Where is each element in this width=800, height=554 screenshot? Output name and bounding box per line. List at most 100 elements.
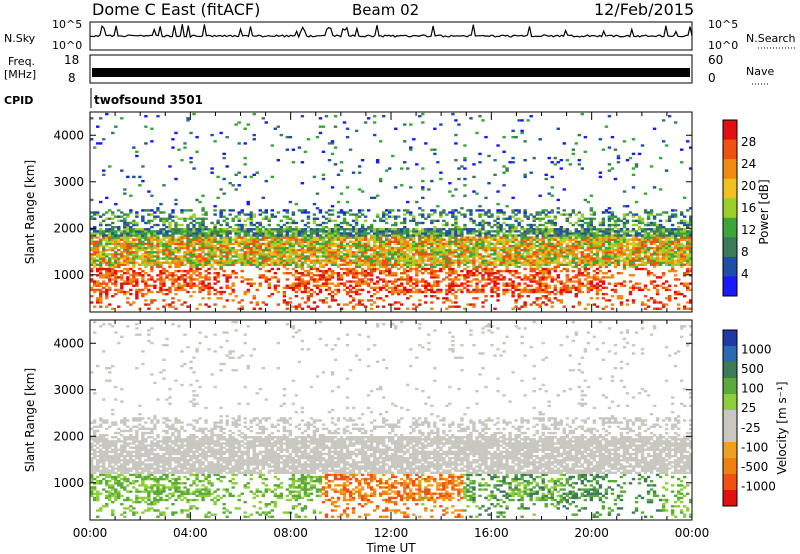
- power-cell: [478, 228, 482, 231]
- power-cell: [267, 246, 271, 250]
- power-cell: [499, 269, 503, 273]
- power-cell: [475, 297, 479, 300]
- power-cell: [451, 215, 455, 218]
- power-cell: [279, 244, 284, 248]
- power-cell: [321, 301, 326, 304]
- power-cell: [463, 236, 467, 239]
- power-cell: [345, 303, 350, 306]
- power-cell: [384, 265, 389, 269]
- power-cell: [387, 263, 392, 267]
- power-cell: [285, 303, 290, 306]
- power-cell: [270, 236, 275, 239]
- power-cell: [174, 274, 178, 277]
- power-cell: [433, 225, 437, 229]
- power-cell: [604, 230, 609, 233]
- power-cell: [144, 251, 148, 254]
- power-cell: [225, 236, 229, 239]
- power-cell: [592, 234, 597, 237]
- power-cell: [108, 278, 112, 281]
- power-cell: [369, 225, 374, 229]
- power-cell: [577, 282, 582, 285]
- power-cell: [183, 217, 187, 220]
- power-cell: [517, 288, 521, 292]
- power-cell: [541, 276, 545, 279]
- power-cell: [526, 217, 530, 220]
- power-cell: [273, 251, 278, 254]
- power-cell: [135, 274, 139, 277]
- power-cell: [553, 267, 557, 271]
- power-cell: [406, 261, 410, 264]
- power-cell: [306, 259, 311, 262]
- power-cell: [442, 228, 446, 231]
- power-cell: [375, 259, 380, 262]
- power-cell: [315, 255, 320, 258]
- power-cell: [177, 288, 181, 292]
- power-cell: [363, 219, 368, 223]
- power-cell: [189, 238, 193, 241]
- power-cell: [237, 307, 241, 310]
- power-cell: [285, 263, 290, 267]
- power-cell: [421, 209, 425, 212]
- power-cell: [339, 251, 344, 254]
- power-cell: [544, 244, 548, 248]
- power-cell: [505, 167, 509, 170]
- power-cell: [421, 244, 425, 248]
- power-cell: [291, 219, 296, 223]
- power-cell: [418, 232, 422, 235]
- power-cell: [324, 253, 329, 256]
- power-cell: [502, 251, 506, 254]
- power-cell: [264, 246, 268, 250]
- power-cell: [279, 242, 284, 246]
- power-cell: [394, 257, 398, 260]
- power-cell: [481, 213, 485, 216]
- power-cell: [511, 286, 515, 290]
- power-cell: [285, 242, 290, 246]
- power-cell: [315, 217, 320, 220]
- power-cell: [297, 303, 302, 306]
- power-cell: [96, 299, 100, 302]
- power-cell: [499, 236, 503, 239]
- power-cell: [138, 274, 142, 277]
- power-cell: [565, 269, 569, 273]
- power-cell: [252, 138, 256, 141]
- power-cell: [144, 284, 148, 287]
- power-cell: [207, 251, 211, 254]
- power-cell: [153, 259, 157, 262]
- power-cell: [99, 267, 103, 271]
- power-cell: [484, 248, 488, 252]
- power-cell: [297, 228, 302, 231]
- power-cell: [378, 177, 383, 181]
- power-cell: [207, 234, 211, 237]
- power-cell: [436, 253, 440, 256]
- power-cell: [252, 255, 256, 258]
- power-cell: [403, 228, 407, 231]
- power-cell: [204, 240, 208, 243]
- power-cell: [129, 234, 133, 237]
- power-cell: [601, 148, 606, 151]
- power-cell: [150, 242, 154, 246]
- power-cell: [418, 115, 422, 118]
- power-cell: [348, 230, 353, 233]
- power-cell: [553, 230, 557, 233]
- power-cell: [424, 248, 428, 252]
- power-cell: [496, 253, 500, 256]
- power-cell: [300, 297, 305, 300]
- power-cell: [442, 246, 446, 250]
- power-cell: [595, 290, 600, 294]
- power-cell: [147, 228, 151, 231]
- power-cell: [541, 236, 545, 239]
- power-cell: [469, 246, 473, 250]
- power-cell: [189, 234, 193, 237]
- power-cell: [544, 253, 548, 256]
- power-cell: [291, 232, 296, 235]
- power-cell: [406, 257, 410, 260]
- power-cell: [400, 236, 404, 239]
- power-cell: [436, 219, 440, 223]
- power-cell: [102, 274, 106, 277]
- power-cell: [418, 244, 422, 248]
- power-cell: [496, 295, 500, 298]
- power-cell: [604, 234, 609, 237]
- power-cell: [309, 248, 314, 252]
- power-cell: [487, 278, 491, 281]
- power-cell: [291, 257, 296, 260]
